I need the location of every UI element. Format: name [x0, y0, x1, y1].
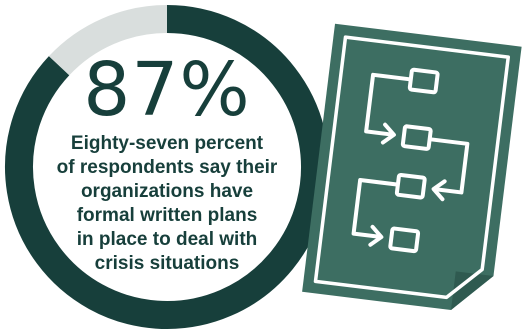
caption-line: in place to deal with — [76, 229, 258, 250]
headline-caption: Eighty-seven percent of respondents say … — [44, 132, 290, 276]
flow-arrowhead-1 — [380, 122, 396, 145]
document-shape — [302, 23, 522, 311]
flow-connector-3 — [351, 178, 398, 239]
document-fold — [450, 271, 494, 311]
donut-slice-remaining — [48, 5, 168, 76]
flow-arrowhead-2 — [431, 179, 447, 202]
document-inner-outline — [313, 35, 510, 300]
flow-connector-2 — [429, 137, 470, 195]
caption-line: Eighty-seven percent — [70, 133, 264, 154]
caption-line: formal written plans — [76, 205, 258, 226]
caption-line: organizations have — [80, 181, 254, 202]
donut-slice-yes — [5, 5, 329, 329]
flow-connector-1 — [364, 72, 411, 137]
caption-line: of respondents say their — [56, 157, 278, 178]
headline-percent: 87% — [83, 47, 251, 133]
headline-block: 87% Eighty-seven percent of respondents … — [44, 48, 290, 276]
flow-box-4 — [388, 226, 421, 254]
donut-background — [5, 5, 329, 329]
caption-line: crisis situations — [94, 253, 240, 274]
flow-arrowhead-3 — [368, 224, 384, 247]
